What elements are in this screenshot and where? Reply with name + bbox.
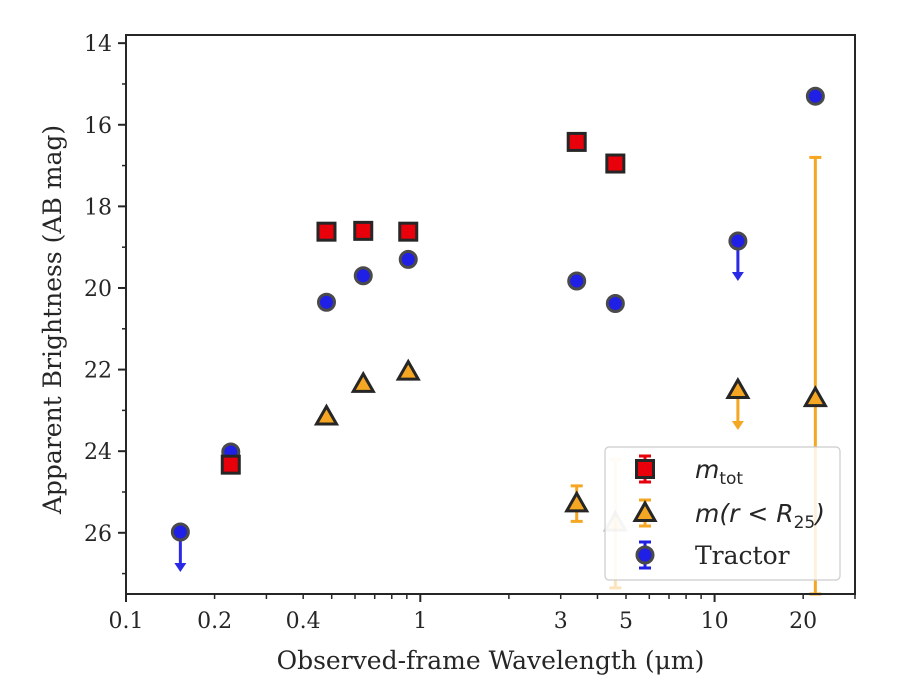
y-tick-label-20: 20 (84, 277, 112, 302)
legend-r25-marker (632, 499, 658, 522)
r25-point-5 (725, 376, 751, 399)
mtot-point-5 (605, 153, 626, 174)
tractor-point-6 (605, 293, 625, 313)
mtot-point-2 (353, 220, 374, 241)
x-tick-label-1: 1 (413, 609, 427, 634)
tractor-upper-limit-arrow-7-head (731, 272, 744, 282)
legend: mtot m(r < R25) Tractor (604, 446, 841, 581)
tractor-point-7 (728, 231, 748, 251)
legend-box (604, 446, 841, 581)
tractor-point-2 (316, 292, 336, 312)
mtot-point-4 (566, 131, 587, 152)
r25-point-2 (395, 358, 421, 381)
r25-point-6 (802, 385, 828, 408)
tractor-point-3 (353, 266, 373, 286)
x-tick-label-5: 5 (619, 609, 633, 634)
tractor-point-8 (805, 86, 825, 106)
axes: 14 16 18 20 22 24 26 0.1 0.2 0.4 1 3 5 10 20 (84, 32, 856, 634)
tractor-point-4 (398, 249, 418, 269)
x-axis-label: Observed-frame Wavelength (μm) (277, 646, 705, 675)
r25-point-1 (350, 370, 376, 393)
x-tick-label-0.1: 0.1 (109, 609, 144, 634)
y-tick-label-18: 18 (84, 195, 112, 220)
mtot-point-0 (220, 454, 241, 475)
legend-mtot-marker (635, 459, 655, 479)
r25-point-0 (313, 403, 340, 426)
r25-point-3 (564, 490, 590, 513)
x-tick-label-20: 20 (789, 609, 817, 634)
mtot-point-1 (316, 221, 337, 242)
legend-r25-label: m(r < R25) (695, 499, 825, 533)
legend-mtot-label: mtot (695, 455, 743, 489)
y-tick-label-22: 22 (84, 359, 112, 384)
y-tick-label-16: 16 (84, 114, 112, 139)
plot-frame (125, 34, 856, 595)
x-tick-label-10: 10 (701, 609, 729, 634)
x-tick-label-0.2: 0.2 (197, 609, 232, 634)
legend-tractor-label: Tractor (695, 541, 790, 570)
y-tick-label-24: 24 (84, 440, 112, 465)
r25-upper-limit-arrow-5-head (731, 420, 744, 430)
tractor-point-0 (170, 522, 190, 542)
tractor-upper-limit-arrow-0-head (174, 562, 187, 572)
x-tick-label-3: 3 (554, 609, 568, 634)
tractor-point-5 (567, 271, 587, 291)
legend-tractor-marker (635, 545, 655, 565)
mtot-point-3 (398, 221, 419, 242)
x-tick-label-0.4: 0.4 (286, 609, 321, 634)
data-marks (170, 86, 828, 596)
y-tick-label-26: 26 (84, 522, 112, 547)
y-tick-label-14: 14 (84, 32, 112, 57)
y-axis-label: Apparent Brightness (AB mag) (38, 125, 67, 515)
